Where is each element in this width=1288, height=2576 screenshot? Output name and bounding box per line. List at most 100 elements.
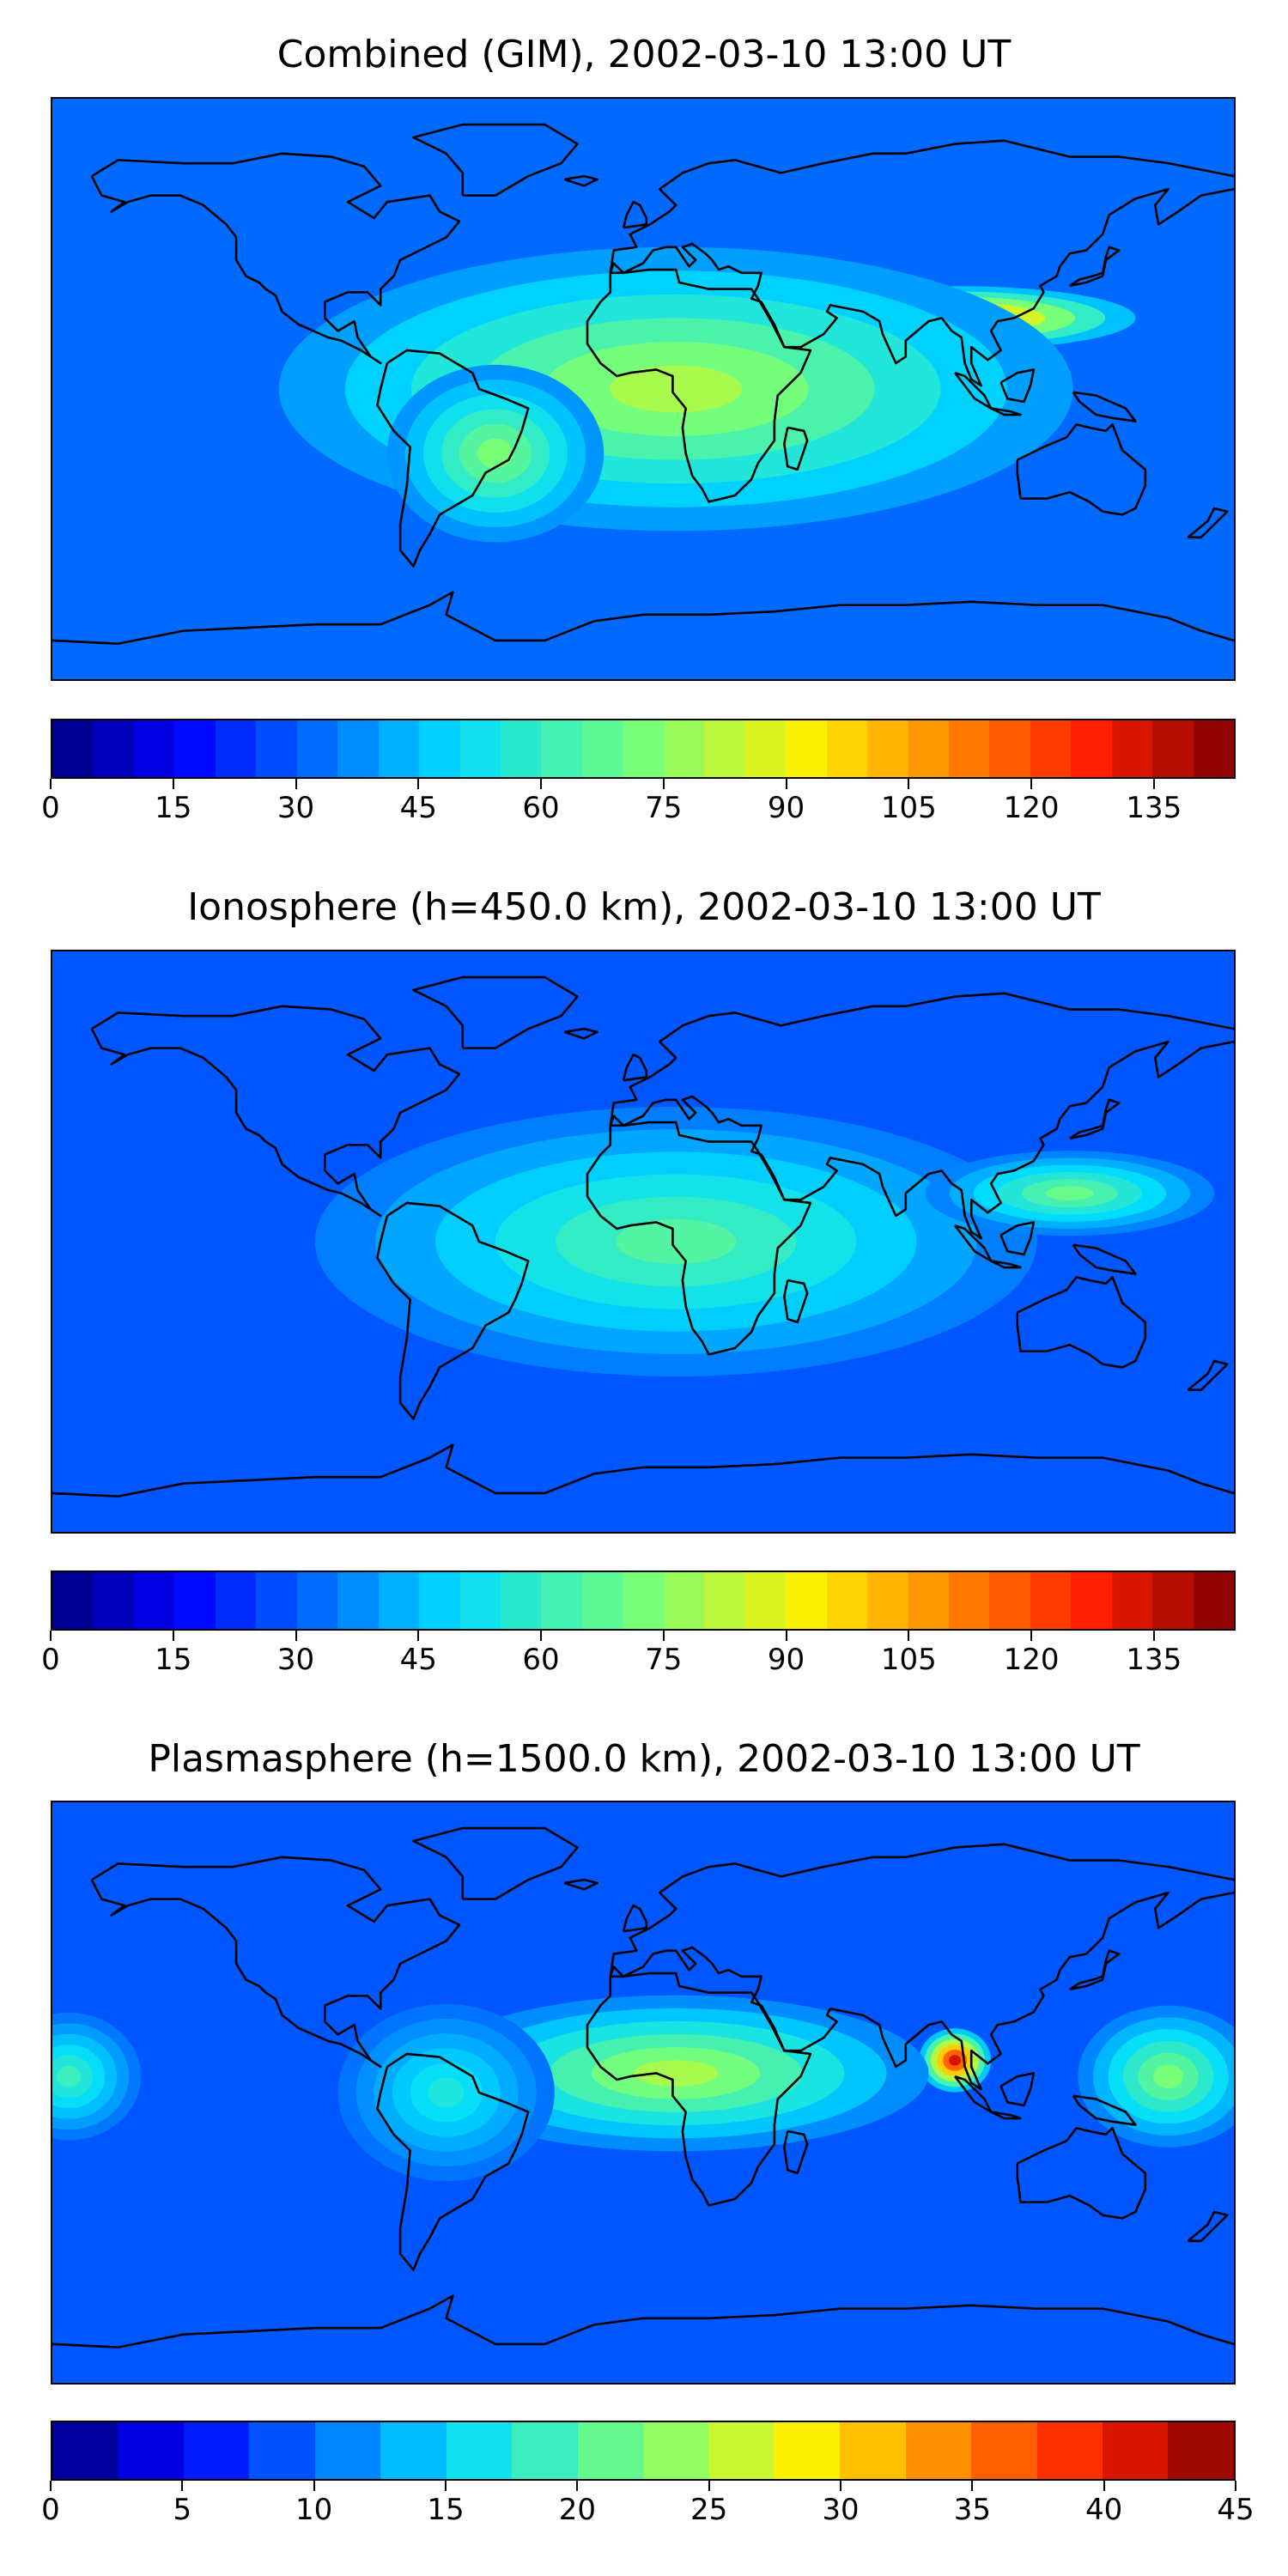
colorbar-segment: [541, 1572, 582, 1629]
colorbar-segment: [786, 1572, 827, 1629]
colorbar-segment: [826, 1572, 868, 1629]
map-ionosphere: [51, 950, 1236, 1534]
colorbar-tick-mark: [540, 779, 543, 789]
colorbar-tick-mark: [50, 1631, 52, 1641]
colorbar-segment: [577, 2422, 643, 2479]
colorbar-segment: [704, 1572, 745, 1629]
colorbar-segment: [296, 720, 338, 777]
coastline: [376, 1201, 530, 1420]
panel-title-ionosphere: Ionosphere (h=450.0 km), 2002-03-10 13:0…: [187, 885, 1101, 929]
colorbar-tick-label: 45: [399, 791, 437, 825]
colorbar-tick-mark: [313, 2481, 315, 2491]
colorbar-segment: [459, 1572, 501, 1629]
colorbar-tick-label: 15: [427, 2493, 465, 2527]
colorbar-tick-label: 135: [1126, 1643, 1182, 1677]
coastline: [999, 368, 1036, 404]
coastline: [609, 139, 1234, 273]
colorbar-tick-mark: [1030, 1631, 1033, 1641]
colorbar-segment: [786, 720, 827, 777]
coastline: [90, 1005, 461, 1218]
colorbar-tick-label: 135: [1126, 791, 1182, 825]
coastline: [412, 975, 579, 1049]
colorbar-segment: [581, 1572, 623, 1629]
colorbar-segment: [249, 2422, 315, 2479]
colorbar-segment: [215, 720, 257, 777]
colorbar-tick-label: 15: [155, 1643, 192, 1677]
colorbar-segment: [663, 1572, 705, 1629]
coastline: [1187, 507, 1229, 539]
colorbar-segment: [296, 1572, 338, 1629]
colorbar-tick-mark: [1152, 779, 1155, 789]
colorbar-tick-mark: [295, 1631, 297, 1641]
coastline: [52, 591, 1234, 645]
coastline: [52, 2294, 1234, 2348]
colorbar-segment: [1193, 720, 1235, 777]
colorbar-tick-label: 0: [41, 1643, 60, 1677]
colorbar-tick-mark: [908, 1631, 910, 1641]
coastline: [563, 1878, 598, 1891]
colorbar-tick-mark: [417, 779, 420, 789]
field-contour: [634, 2060, 719, 2087]
coastline: [90, 1856, 461, 2069]
colorbar-segment: [948, 1572, 990, 1629]
colorbar-segment: [774, 2422, 841, 2479]
coastline: [999, 1221, 1036, 1256]
coastline: [1016, 423, 1147, 516]
colorbar-segment: [52, 720, 94, 777]
colorbar-tick-label: 0: [41, 791, 60, 825]
colorbar-segment: [378, 1572, 420, 1629]
colorbar-tick-mark: [172, 779, 174, 789]
colorbar-segment: [256, 1572, 297, 1629]
colorbar-tick-mark: [662, 779, 665, 789]
colorbar-tick-label: 10: [295, 2493, 333, 2527]
colorbar-tick-mark: [840, 2481, 841, 2491]
colorbar-segment: [989, 720, 1030, 777]
colorbar-segment: [704, 720, 745, 777]
colorbar-tick-label: 30: [276, 791, 315, 825]
colorbar-segment: [1036, 2422, 1103, 2479]
colorbar-combined: [51, 719, 1236, 779]
colorbar-segment: [1152, 1572, 1194, 1629]
colorbar-tick-label: 105: [880, 1643, 937, 1677]
colorbar-segment: [459, 720, 501, 777]
field-contour: [428, 2077, 465, 2108]
coastline: [622, 1904, 648, 1933]
map-svg-plasmasphere: [52, 1802, 1234, 2383]
colorbar-plasmasphere: [51, 2421, 1236, 2481]
coastline: [1069, 1098, 1121, 1140]
colorbar-segment: [419, 720, 460, 777]
colorbar-tick-label: 15: [155, 791, 192, 825]
colorbar-tick-mark: [445, 2481, 447, 2491]
coastline: [609, 992, 1234, 1126]
colorbar-segment: [744, 1572, 787, 1629]
colorbar-tick-mark: [1030, 779, 1033, 789]
coastline: [954, 2075, 993, 2113]
colorbar-segment: [1168, 2422, 1234, 2479]
colorbar-tick-mark: [50, 2481, 52, 2491]
colorbar-tick-label: 120: [1003, 1643, 1060, 1677]
colorbar-segment: [663, 720, 705, 777]
field-contour: [477, 438, 514, 469]
colorbar-tick-mark: [172, 1631, 174, 1641]
colorbar-segment: [256, 720, 297, 777]
coastline: [376, 2052, 530, 2271]
colorbar-segment: [989, 1572, 1030, 1629]
coastline: [609, 1891, 1234, 2091]
coastline: [586, 1121, 812, 1356]
colorbar-segment: [1071, 720, 1112, 777]
colorbar-tick-mark: [576, 2481, 579, 2491]
colorbar-tick-label: 30: [276, 1643, 315, 1677]
colorbar-ticks-plasmasphere: 0 5 10 15 20 25 30 35 40 45: [41, 2481, 1255, 2527]
colorbar-segment: [337, 720, 379, 777]
colorbar-tick-mark: [181, 2481, 184, 2491]
colorbar-tick-label: 45: [1217, 2493, 1255, 2527]
colorbar-tick-label: 20: [558, 2493, 596, 2527]
coastline: [586, 1971, 812, 2207]
colorbar-segment: [118, 2422, 184, 2479]
colorbar-tick-label: 60: [522, 1643, 560, 1677]
colorbar-tick-label: 5: [173, 2493, 192, 2527]
coastline: [1187, 2210, 1229, 2243]
colorbar-segment: [1030, 1572, 1072, 1629]
colorbar-tick-mark: [1152, 1631, 1155, 1641]
coastline: [412, 1826, 579, 1900]
